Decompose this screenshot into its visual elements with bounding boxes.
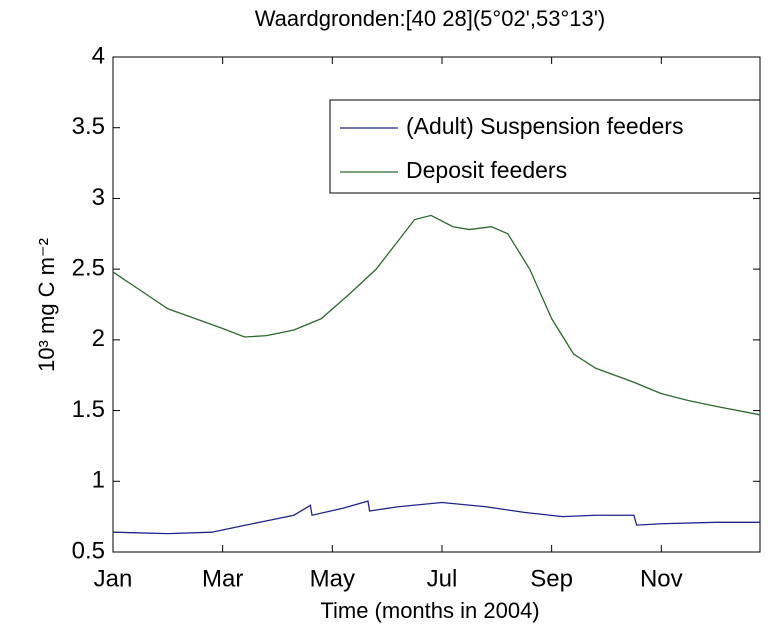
series-line bbox=[112, 500, 760, 535]
y-axis-label: 10³ mg C m⁻² bbox=[34, 238, 59, 372]
series-line bbox=[112, 214, 761, 416]
x-tick-label: Mar bbox=[202, 565, 243, 592]
y-tick-label: 1.5 bbox=[72, 396, 105, 423]
legend-label: (Adult) Suspension feeders bbox=[406, 113, 683, 139]
x-tick-label: Nov bbox=[640, 565, 683, 592]
legend-box bbox=[329, 99, 761, 194]
chart-title: Waardgronden:[40 28](5°02',53°13') bbox=[255, 6, 606, 31]
x-tick-label: May bbox=[310, 565, 355, 592]
legend-label: Deposit feeders bbox=[406, 157, 567, 183]
y-tick-label: 3 bbox=[92, 184, 105, 211]
x-tick-label: Sep bbox=[530, 565, 573, 592]
y-tick-label: 2.5 bbox=[72, 254, 105, 281]
x-tick-label: Jan bbox=[94, 565, 133, 592]
x-axis-label: Time (months in 2004) bbox=[320, 598, 539, 623]
y-tick-label: 2 bbox=[92, 325, 105, 352]
y-tick-label: 4 bbox=[92, 42, 105, 69]
y-tick-label: 1 bbox=[92, 467, 105, 494]
y-tick-label: 3.5 bbox=[72, 113, 105, 140]
x-tick-label: Jul bbox=[427, 565, 458, 592]
y-tick-label: 0.5 bbox=[72, 537, 105, 564]
